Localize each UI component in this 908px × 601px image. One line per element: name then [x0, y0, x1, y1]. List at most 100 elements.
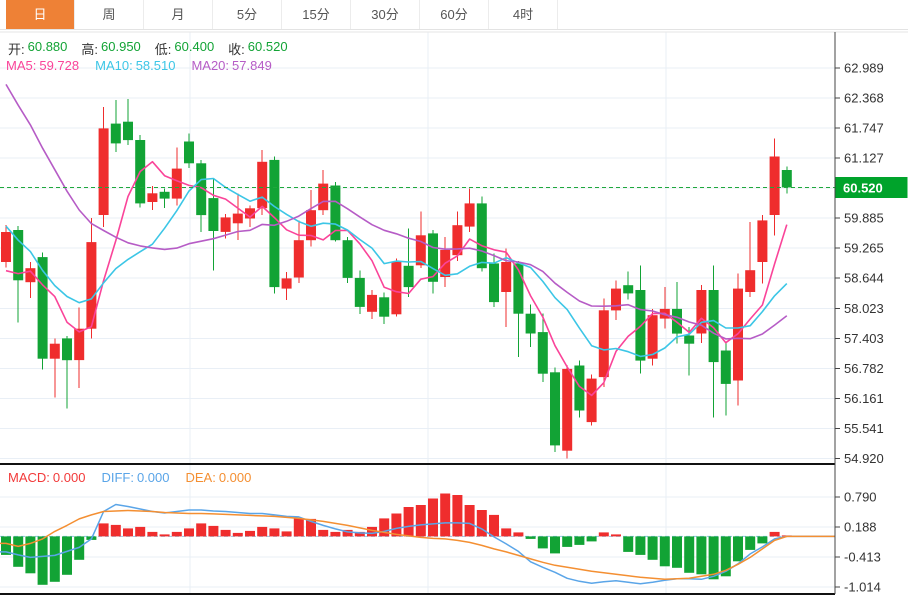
- badge-background: [835, 177, 908, 198]
- candle-body: [391, 262, 402, 315]
- grid: [0, 32, 835, 594]
- tab-60min[interactable]: 60分: [420, 0, 489, 29]
- candle-body: [86, 242, 97, 329]
- interval-tabbar: 日 周 月 5分 15分 30分 60分 4时: [0, 0, 908, 30]
- macd-bar: [574, 536, 585, 545]
- ma10-legend: MA10: 58.510: [95, 58, 175, 73]
- candle-body: [562, 368, 573, 451]
- macd-bar: [708, 536, 719, 580]
- ohlc-close-label: 收:: [228, 42, 245, 57]
- candle-body: [293, 240, 304, 278]
- candle-body: [403, 265, 414, 288]
- tab-4hour[interactable]: 4时: [489, 0, 558, 29]
- candle-body: [464, 203, 475, 227]
- macd-bar: [306, 518, 316, 537]
- axis-tick-label: 58.644: [844, 271, 884, 286]
- macd-bar: [147, 531, 158, 537]
- diff-line: [0, 503, 835, 585]
- ohlc-high-value: 60.950: [101, 39, 141, 54]
- axis-tick-label: 56.782: [844, 361, 884, 376]
- macd-bar: [550, 536, 560, 554]
- dea-legend: DEA: 0.000: [185, 470, 251, 485]
- candle-body: [342, 240, 353, 278]
- candle-body: [354, 277, 365, 307]
- ohlc-low-label: 低:: [154, 42, 172, 57]
- tab-15min[interactable]: 15分: [282, 0, 351, 29]
- candle-body: [74, 328, 85, 361]
- candle-body: [123, 121, 133, 141]
- macd-bar: [354, 531, 365, 537]
- ohlc-legend: 开: 60.880 高: 60.950 低: 60.400 收: 60.520: [8, 39, 288, 58]
- axis-tick-label: 55.541: [844, 421, 884, 436]
- macd-bar: [391, 513, 402, 537]
- macd-bar: [598, 532, 609, 537]
- candle-body: [489, 263, 499, 303]
- candle-body: [647, 315, 658, 359]
- axis-tick-label: 62.989: [844, 61, 884, 76]
- axis-tick-label: 62.368: [844, 91, 884, 106]
- macd-value-legend: MACD: 0.000: [8, 470, 85, 485]
- macd-bar: [525, 536, 536, 539]
- candle-body: [769, 156, 780, 215]
- macd-bar: [110, 524, 121, 537]
- candle-body: [98, 128, 109, 215]
- axis-tick-label: 56.161: [844, 391, 884, 406]
- macd-bar: [623, 536, 634, 552]
- candle-body: [537, 332, 548, 374]
- ma5-value: 59.728: [39, 58, 80, 73]
- macd-axis: 0.790 0.188 -0.413 -1.014: [835, 489, 881, 594]
- ma10-value: 58.510: [135, 58, 176, 73]
- tab-week[interactable]: 周: [75, 0, 144, 29]
- macd-bar: [476, 510, 487, 537]
- macd-bar: [13, 536, 24, 567]
- candle-body: [1, 232, 11, 262]
- tab-30min[interactable]: 30分: [351, 0, 420, 29]
- macd-legend: MACD: 0.000 DIFF: 0.000 DEA: 0.000: [8, 470, 251, 485]
- candle-body: [415, 235, 426, 266]
- axis-tick-label: 58.023: [844, 301, 884, 316]
- macd-bar: [367, 526, 377, 537]
- candle-body: [318, 183, 329, 211]
- candle-body: [257, 161, 268, 209]
- macd-bar: [49, 536, 60, 582]
- candle-body: [147, 193, 158, 202]
- candle-body: [611, 288, 621, 311]
- candle-body: [110, 123, 121, 144]
- candle-body: [696, 290, 707, 334]
- candle-body: [281, 278, 292, 289]
- tab-day[interactable]: 日: [6, 0, 75, 29]
- macd-bar: [123, 528, 133, 537]
- macd-bar: [452, 495, 463, 537]
- macd-bar: [672, 536, 682, 568]
- candle-body: [208, 198, 219, 231]
- macd-bar: [135, 526, 146, 537]
- tab-5min[interactable]: 5分: [213, 0, 282, 29]
- candle-body: [171, 168, 182, 199]
- candle-body: [684, 335, 695, 344]
- tab-month[interactable]: 月: [144, 0, 213, 29]
- axis-tick-label: 61.747: [844, 121, 884, 136]
- macd-bar: [208, 525, 219, 537]
- macd-label: MACD:: [8, 470, 50, 485]
- price-axis: 62.989 62.368 61.747 61.127 59.885 59.265 58.6…: [835, 61, 884, 466]
- macd-bar: [757, 536, 768, 544]
- candle-body: [598, 310, 609, 378]
- candle-body: [757, 220, 768, 262]
- axis-tick-label: 61.127: [844, 151, 884, 166]
- ma10-label: MA10:: [95, 58, 133, 73]
- dea-label: DEA:: [185, 470, 216, 485]
- macd-bar: [635, 536, 646, 555]
- ma10-line: [5, 177, 788, 358]
- candle-body: [184, 141, 194, 164]
- macd-bar: [318, 529, 329, 537]
- macd-bar: [464, 505, 475, 537]
- candle-body: [196, 163, 207, 216]
- macd-bar: [159, 534, 170, 537]
- candle-body: [232, 213, 243, 224]
- macd-bar: [269, 528, 280, 537]
- ohlc-close-value: 60.520: [247, 39, 288, 54]
- axis-tick-label: 0.188: [844, 520, 877, 535]
- ohlc-high: 高: 60.950: [81, 39, 140, 58]
- ma20-label: MA20:: [191, 58, 230, 73]
